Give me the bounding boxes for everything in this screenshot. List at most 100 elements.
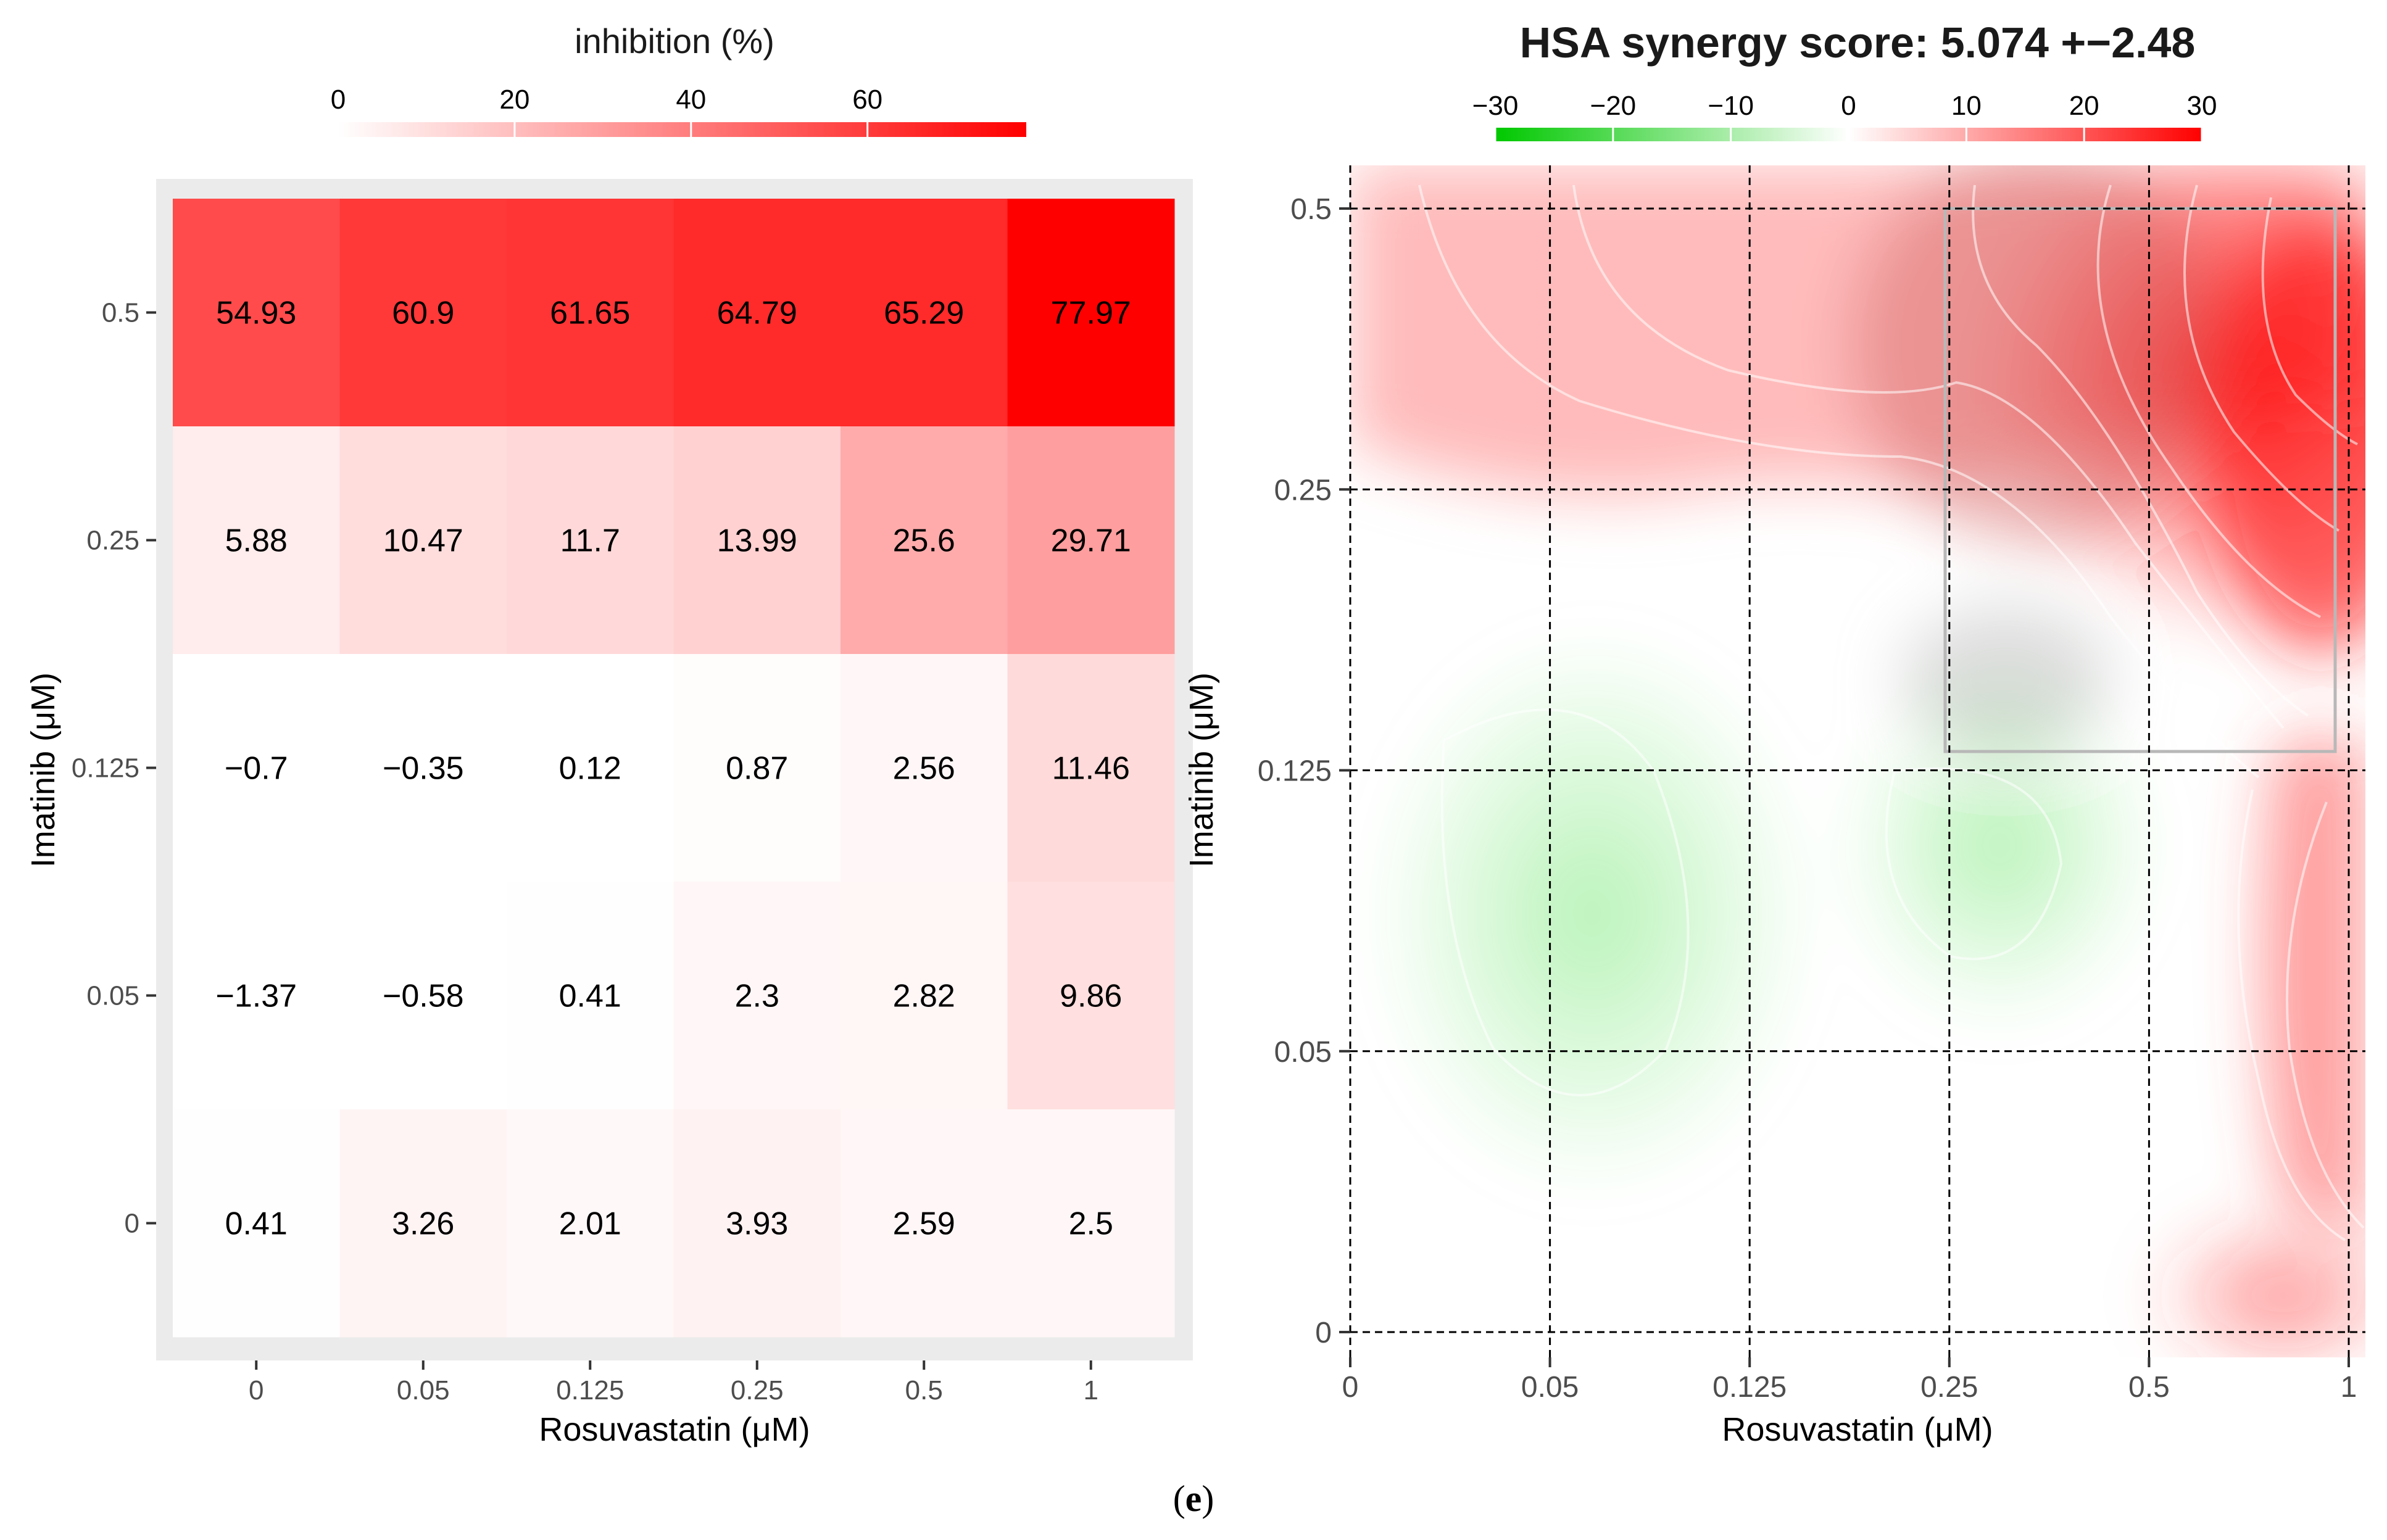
inhibition-cell	[173, 199, 340, 427]
synergy-panel: HSA synergy score: 5.074 +−2.48 −30 −20 −1…	[1183, 19, 2365, 1448]
inhibition-value: 2.01	[559, 1206, 621, 1242]
inhibition-cell	[841, 199, 1008, 427]
inhibition-cell	[339, 882, 507, 1110]
synergy-x-tick-label: 0.125	[1712, 1371, 1787, 1404]
inhibition-cell	[339, 426, 507, 655]
inhibition-value: 11.7	[560, 523, 620, 559]
caption-letter: e	[1185, 1478, 1202, 1519]
inhibition-cell	[1007, 1109, 1175, 1338]
inhibition-cell	[841, 654, 1008, 882]
inhibition-value: 0.41	[225, 1206, 288, 1242]
inhibition-cell	[1007, 199, 1175, 427]
synergy-title: HSA synergy score: 5.074 +−2.48	[1520, 19, 2196, 67]
inhibition-axes: 0 0.05 0.125 0.25 0.5 1 0.5 0.25 0.125 0.05 0	[72, 298, 1098, 1406]
synergy-x-tick-label: 0.25	[1920, 1371, 1978, 1404]
synergy-y-tick-label: 0.5	[1290, 193, 1332, 226]
inhibition-y-axis-label: Imatinib (μM)	[25, 673, 62, 867]
inhibition-y-tick-label: 0.125	[72, 753, 139, 784]
inhibition-value: 77.97	[1051, 296, 1131, 331]
synergy-y-tick-label: 0.125	[1258, 755, 1332, 788]
inhibition-cell	[673, 654, 841, 882]
synergy-x-tick-label: 0.05	[1521, 1371, 1579, 1404]
inhibition-cell	[339, 1109, 507, 1338]
synergy-x-tick-label: 1	[2341, 1371, 2357, 1404]
inhibition-value: 61.65	[550, 296, 630, 331]
inhibition-x-tick-label: 0.5	[905, 1375, 943, 1405]
synergy-y-axis-label: Imatinib (μM)	[1183, 673, 1220, 867]
inhibition-value: 2.5	[1069, 1206, 1113, 1242]
synergy-y-tick-label: 0	[1315, 1317, 1332, 1349]
inhibition-x-tick-label: 1	[1084, 1375, 1098, 1405]
inhibition-value: 13.99	[717, 523, 797, 559]
inhibition-cell	[173, 1109, 340, 1338]
inhibition-cells: 54.93 60.9 61.65 64.79 65.29 77.97 5.88 10.47 11…	[173, 199, 1175, 1338]
synergy-legend-tick-label: 0	[1841, 91, 1856, 121]
synergy-legend-tick-label: 20	[2069, 91, 2099, 121]
inhibition-y-tick-label: 0.05	[86, 981, 139, 1011]
inhibition-cell	[673, 882, 841, 1110]
inhibition-value: −0.7	[225, 751, 288, 787]
synergy-legend-tick-label: −10	[1708, 91, 1754, 121]
inhibition-panel: inhibition (%) 0 20 40 60 54.93 60.9 61.65 64.…	[25, 22, 1193, 1448]
synergy-legend-tick-label: −30	[1472, 91, 1519, 121]
figure-caption: (e)	[0, 1478, 2387, 1520]
inhibition-cell	[507, 426, 674, 655]
synergy-legend-tick-label: −20	[1590, 91, 1637, 121]
inhibition-cell	[1007, 654, 1175, 882]
inhibition-value: 60.9	[392, 296, 454, 331]
inhibition-y-tick-label: 0.5	[102, 298, 139, 328]
inhibition-cell	[507, 654, 674, 882]
synergy-surface	[1350, 165, 2365, 1357]
inhibition-cell	[673, 1109, 841, 1338]
inhibition-cell	[339, 199, 507, 427]
inhibition-cell	[173, 654, 340, 882]
inhibition-value: 0.87	[726, 751, 788, 787]
inhibition-y-tick-label: 0	[125, 1209, 139, 1239]
inhibition-value: 9.86	[1060, 979, 1122, 1014]
synergy-x-tick-label: 0.5	[2128, 1371, 2170, 1404]
inhibition-legend-tick-label: 0	[331, 85, 346, 115]
inhibition-x-tick-label: 0.05	[397, 1375, 450, 1405]
inhibition-value: 29.71	[1051, 523, 1131, 559]
inhibition-x-tick-label: 0	[249, 1375, 264, 1405]
synergy-legend-tick-label: 10	[1951, 91, 1982, 121]
caption-open: (	[1173, 1478, 1185, 1519]
inhibition-legend-tick-label: 20	[499, 85, 529, 115]
inhibition-value: 3.26	[392, 1206, 454, 1242]
inhibition-value: 2.59	[893, 1206, 955, 1242]
inhibition-value: 64.79	[717, 296, 797, 331]
inhibition-value: 25.6	[893, 523, 955, 559]
inhibition-x-tick-label: 0.125	[556, 1375, 624, 1405]
inhibition-value: −0.58	[383, 979, 464, 1014]
inhibition-value: −1.37	[215, 979, 297, 1014]
synergy-x-tick-label: 0	[1342, 1371, 1359, 1404]
inhibition-cell	[673, 199, 841, 427]
synergy-y-tick-label: 0.05	[1274, 1036, 1332, 1069]
synergy-x-axis-label: Rosuvastatin (μM)	[1722, 1411, 1993, 1448]
inhibition-y-tick-label: 0.25	[86, 526, 139, 556]
inhibition-x-tick-label: 0.25	[731, 1375, 784, 1405]
inhibition-cell	[507, 1109, 674, 1338]
inhibition-legend-tick-label: 60	[852, 85, 882, 115]
inhibition-legend-title: inhibition (%)	[575, 22, 774, 60]
inhibition-colorbar	[338, 122, 1026, 137]
inhibition-value: −0.35	[383, 751, 464, 787]
inhibition-cell	[1007, 882, 1175, 1110]
synergy-axes: 0 0.05 0.125 0.25 0.5 1 0.5 0.25 0.125 0.05 0	[1258, 193, 2357, 1404]
inhibition-value: 10.47	[383, 523, 463, 559]
inhibition-value: 3.93	[726, 1206, 788, 1242]
inhibition-cell	[673, 426, 841, 655]
inhibition-cell	[173, 426, 340, 655]
inhibition-value: 0.12	[559, 751, 621, 787]
inhibition-x-axis-label: Rosuvastatin (μM)	[539, 1411, 810, 1448]
synergy-y-tick-label: 0.25	[1274, 474, 1332, 507]
inhibition-cell	[841, 426, 1008, 655]
inhibition-value: 0.41	[559, 979, 621, 1014]
synergy-grid	[1349, 165, 2365, 1357]
inhibition-cell	[507, 199, 674, 427]
caption-close: )	[1202, 1478, 1214, 1519]
inhibition-cell	[339, 654, 507, 882]
inhibition-value: 5.88	[225, 523, 288, 559]
inhibition-value: 2.3	[735, 979, 779, 1014]
synergy-legend-ticks: −30 −20 −10 0 10 20 30	[1472, 91, 2217, 141]
